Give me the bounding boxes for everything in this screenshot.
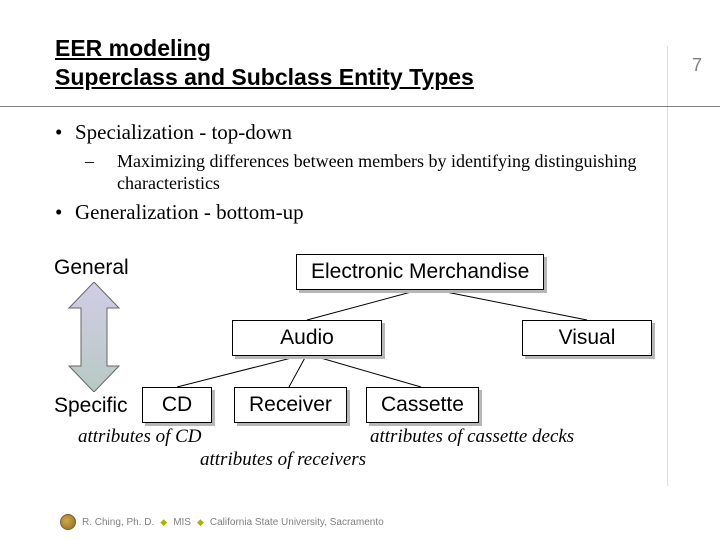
node-receiver: Receiver (234, 387, 347, 423)
bullet-text: Specialization - top-down (75, 120, 292, 144)
bullet-text: Maximizing differences between members b… (117, 151, 637, 193)
page-number: 7 (692, 55, 702, 76)
dot-icon: ◆ (197, 517, 204, 528)
footer: R. Ching, Ph. D. ◆ MIS ◆ California Stat… (60, 514, 384, 530)
node-cassette: Cassette (366, 387, 479, 423)
footer-author: R. Ching, Ph. D. (82, 517, 154, 528)
footer-inst: California State University, Sacramento (210, 517, 384, 528)
node-electronic-merchandise: Electronic Merchandise (296, 254, 544, 290)
node-visual: Visual (522, 320, 652, 356)
bullet-specialization-sub: –Maximizing differences between members … (101, 151, 665, 194)
title-rule (0, 106, 720, 107)
bullet-specialization: •Specialization - top-down (55, 120, 665, 145)
seal-icon (60, 514, 76, 530)
hierarchy-diagram: General Specific Electronic Merchandise … (0, 254, 720, 514)
label-general: General (54, 256, 129, 280)
title-line-2: Superclass and Subclass Entity Types (55, 63, 474, 92)
node-audio: Audio (232, 320, 382, 356)
attr-cd: attributes of CD (78, 426, 202, 448)
node-cd: CD (142, 387, 212, 423)
footer-dept: MIS (173, 517, 191, 528)
label-specific: Specific (54, 394, 128, 418)
attr-cassette: attributes of cassette decks (370, 426, 574, 448)
bullet-generalization: •Generalization - bottom-up (55, 200, 665, 225)
attr-receivers: attributes of receivers (200, 449, 366, 471)
bullet-list: •Specialization - top-down –Maximizing d… (55, 120, 665, 231)
title-line-1: EER modeling (55, 34, 474, 63)
dot-icon: ◆ (160, 517, 167, 528)
general-specific-arrow-icon (67, 282, 122, 392)
bullet-text: Generalization - bottom-up (75, 200, 304, 224)
slide: EER modeling Superclass and Subclass Ent… (0, 0, 720, 540)
title-block: EER modeling Superclass and Subclass Ent… (55, 34, 474, 92)
